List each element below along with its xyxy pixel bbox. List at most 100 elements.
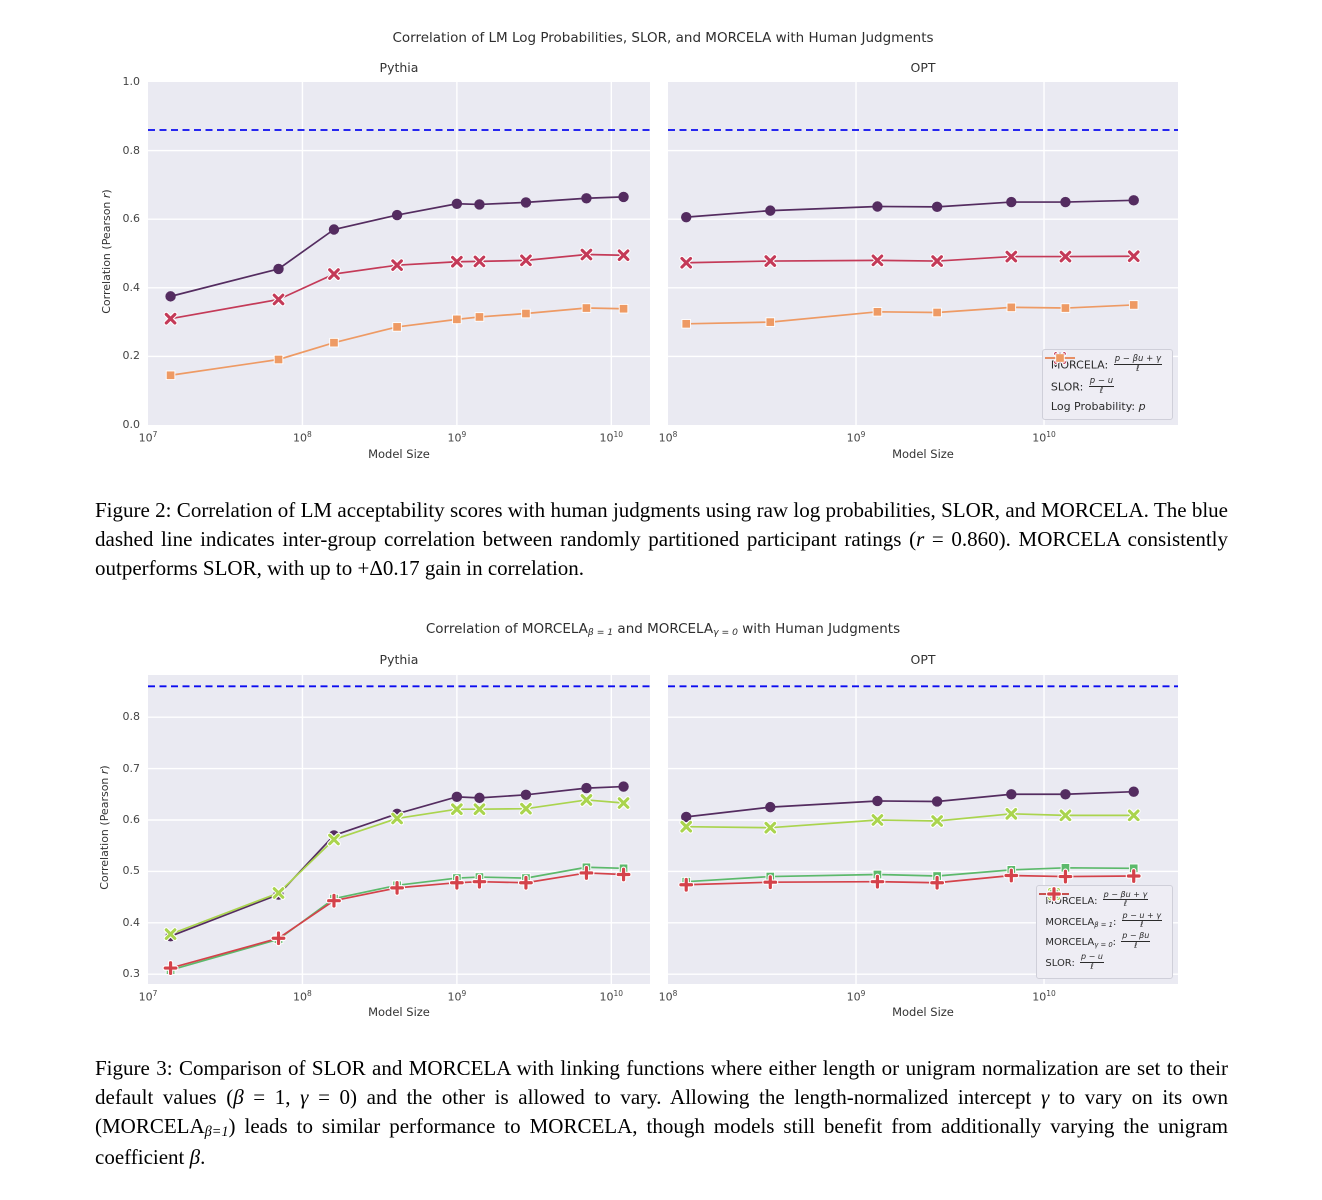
x-marker [1005, 250, 1018, 263]
x-tick-label: 1010 [599, 430, 624, 445]
plus-marker [519, 875, 533, 890]
figure2-suptitle: Correlation of LM Log Probabilities, SLO… [392, 30, 934, 46]
x-marker [871, 254, 884, 267]
circle-marker [1006, 789, 1017, 800]
x-marker [871, 814, 884, 826]
figure3-pythia-title: Pythia [379, 652, 419, 667]
x-marker [1127, 809, 1140, 822]
log-probability-markers [165, 303, 629, 381]
y-tick-label: 0.7 [122, 761, 141, 775]
circle-marker [474, 792, 485, 804]
morcela-beta-1-markers [163, 793, 631, 942]
y-tick-label: 0.4 [122, 915, 141, 929]
plus-marker [1004, 868, 1019, 883]
circle-marker [391, 209, 403, 221]
x-marker [272, 887, 285, 899]
figure3-caption: Figure 3: Comparison of SLOR and MORCELA… [95, 1056, 1229, 1169]
square-marker [581, 303, 592, 313]
circle-marker [328, 224, 340, 235]
plus-marker [579, 866, 594, 880]
x-marker [1127, 250, 1140, 263]
figure2-pythia-x-axis-label: Model Size [368, 447, 430, 461]
fig2-legend: MORCELA: p − βu + γ ℓ SLOR: p − u ℓ Log Prob… [1041, 349, 1173, 420]
circle-marker [581, 782, 592, 794]
y-tick-label: 0.0 [122, 418, 141, 431]
figure3-pythia-x-axis-label: Model Size [368, 1005, 430, 1019]
legend-marker-square-icon [1044, 353, 1075, 364]
plot-background [148, 82, 650, 425]
square-marker [329, 337, 339, 348]
square-marker [618, 303, 629, 314]
x-marker [391, 259, 403, 272]
square-marker [681, 319, 691, 329]
log-probability-markers [681, 300, 1139, 329]
fig3-opt-plot-svg [668, 675, 1178, 984]
formula-fraction: p − βu ℓ [1121, 931, 1151, 950]
figure2-pythia-plot: 107 108 109 1010 0.0 0.2 0.4 0.6 0.8 1.0 [123, 75, 650, 445]
circle-marker [681, 811, 692, 823]
plus-marker [449, 875, 464, 890]
figure2-caption: Figure 2: Correlation of LM acceptabilit… [95, 498, 1228, 581]
y-tick-label: 1.0 [122, 75, 141, 88]
x-tick-label: 107 [138, 989, 158, 1004]
x-marker [473, 255, 486, 268]
circle-marker [931, 201, 943, 213]
figure3-opt-x-axis-label: Model Size [892, 1005, 954, 1019]
circle-marker [765, 801, 776, 813]
x-marker [1059, 809, 1072, 822]
x-marker [580, 248, 593, 261]
circle-marker [931, 796, 943, 807]
circle-marker [451, 198, 463, 209]
square-marker [165, 370, 176, 381]
legend-label: Log Probability: p [1050, 400, 1146, 413]
plus-marker [390, 880, 404, 895]
figure2-opt-plot: 108 109 1010 MORCELA: p − βu + γ ℓ SLOR: p − … [659, 82, 1178, 445]
x-marker [931, 255, 943, 267]
square-marker [474, 312, 485, 322]
square-marker [1128, 300, 1139, 310]
x-marker [520, 254, 532, 267]
x-marker [580, 794, 593, 806]
x-marker [1005, 807, 1018, 820]
x-tick-label: 108 [293, 430, 312, 445]
x-tick-label: 109 [846, 989, 866, 1004]
plus-marker [1126, 869, 1141, 883]
circle-marker [1060, 789, 1071, 800]
circle-marker [1060, 196, 1071, 208]
figure3-opt-plot: 108 109 1010 MORCELA: p − βu + γ ℓ MORCELAβ =… [659, 675, 1178, 1004]
square-marker [932, 307, 942, 318]
plus-marker [271, 931, 286, 946]
x-tick-label: 109 [447, 430, 467, 445]
x-marker [1059, 250, 1072, 263]
square-marker [392, 322, 402, 332]
circle-marker [681, 211, 692, 223]
plus-marker [763, 875, 778, 890]
circle-marker [273, 263, 284, 275]
x-marker [164, 312, 177, 325]
square-marker [452, 314, 462, 325]
figure2-y-axis-label: Correlation (Pearson r) [99, 189, 113, 314]
x-marker [680, 820, 693, 833]
square-marker [521, 308, 531, 319]
square-marker [1055, 353, 1065, 364]
figure3-opt-title: OPT [910, 652, 936, 667]
x-tick-label: 1010 [599, 989, 624, 1004]
y-tick-label: 0.5 [122, 864, 141, 878]
fig3-legend: MORCELA: p − βu + γ ℓ MORCELAβ = 1: p − u … [1036, 884, 1173, 979]
x-tick-label: 108 [293, 989, 312, 1004]
morcela-markers [681, 195, 1139, 223]
figure3-suptitle: Correlation of MORCELAβ = 1 and MORCELAγ… [425, 621, 901, 638]
circle-marker [1128, 195, 1139, 206]
x-tick-label: 1010 [1032, 430, 1056, 445]
plot-background [148, 675, 650, 984]
circle-marker [581, 193, 592, 204]
plus-marker [616, 867, 631, 882]
slor-markers [163, 247, 631, 326]
